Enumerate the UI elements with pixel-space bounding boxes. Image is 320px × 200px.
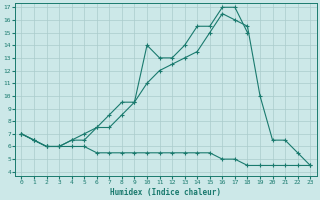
X-axis label: Humidex (Indice chaleur): Humidex (Indice chaleur) <box>110 188 221 197</box>
